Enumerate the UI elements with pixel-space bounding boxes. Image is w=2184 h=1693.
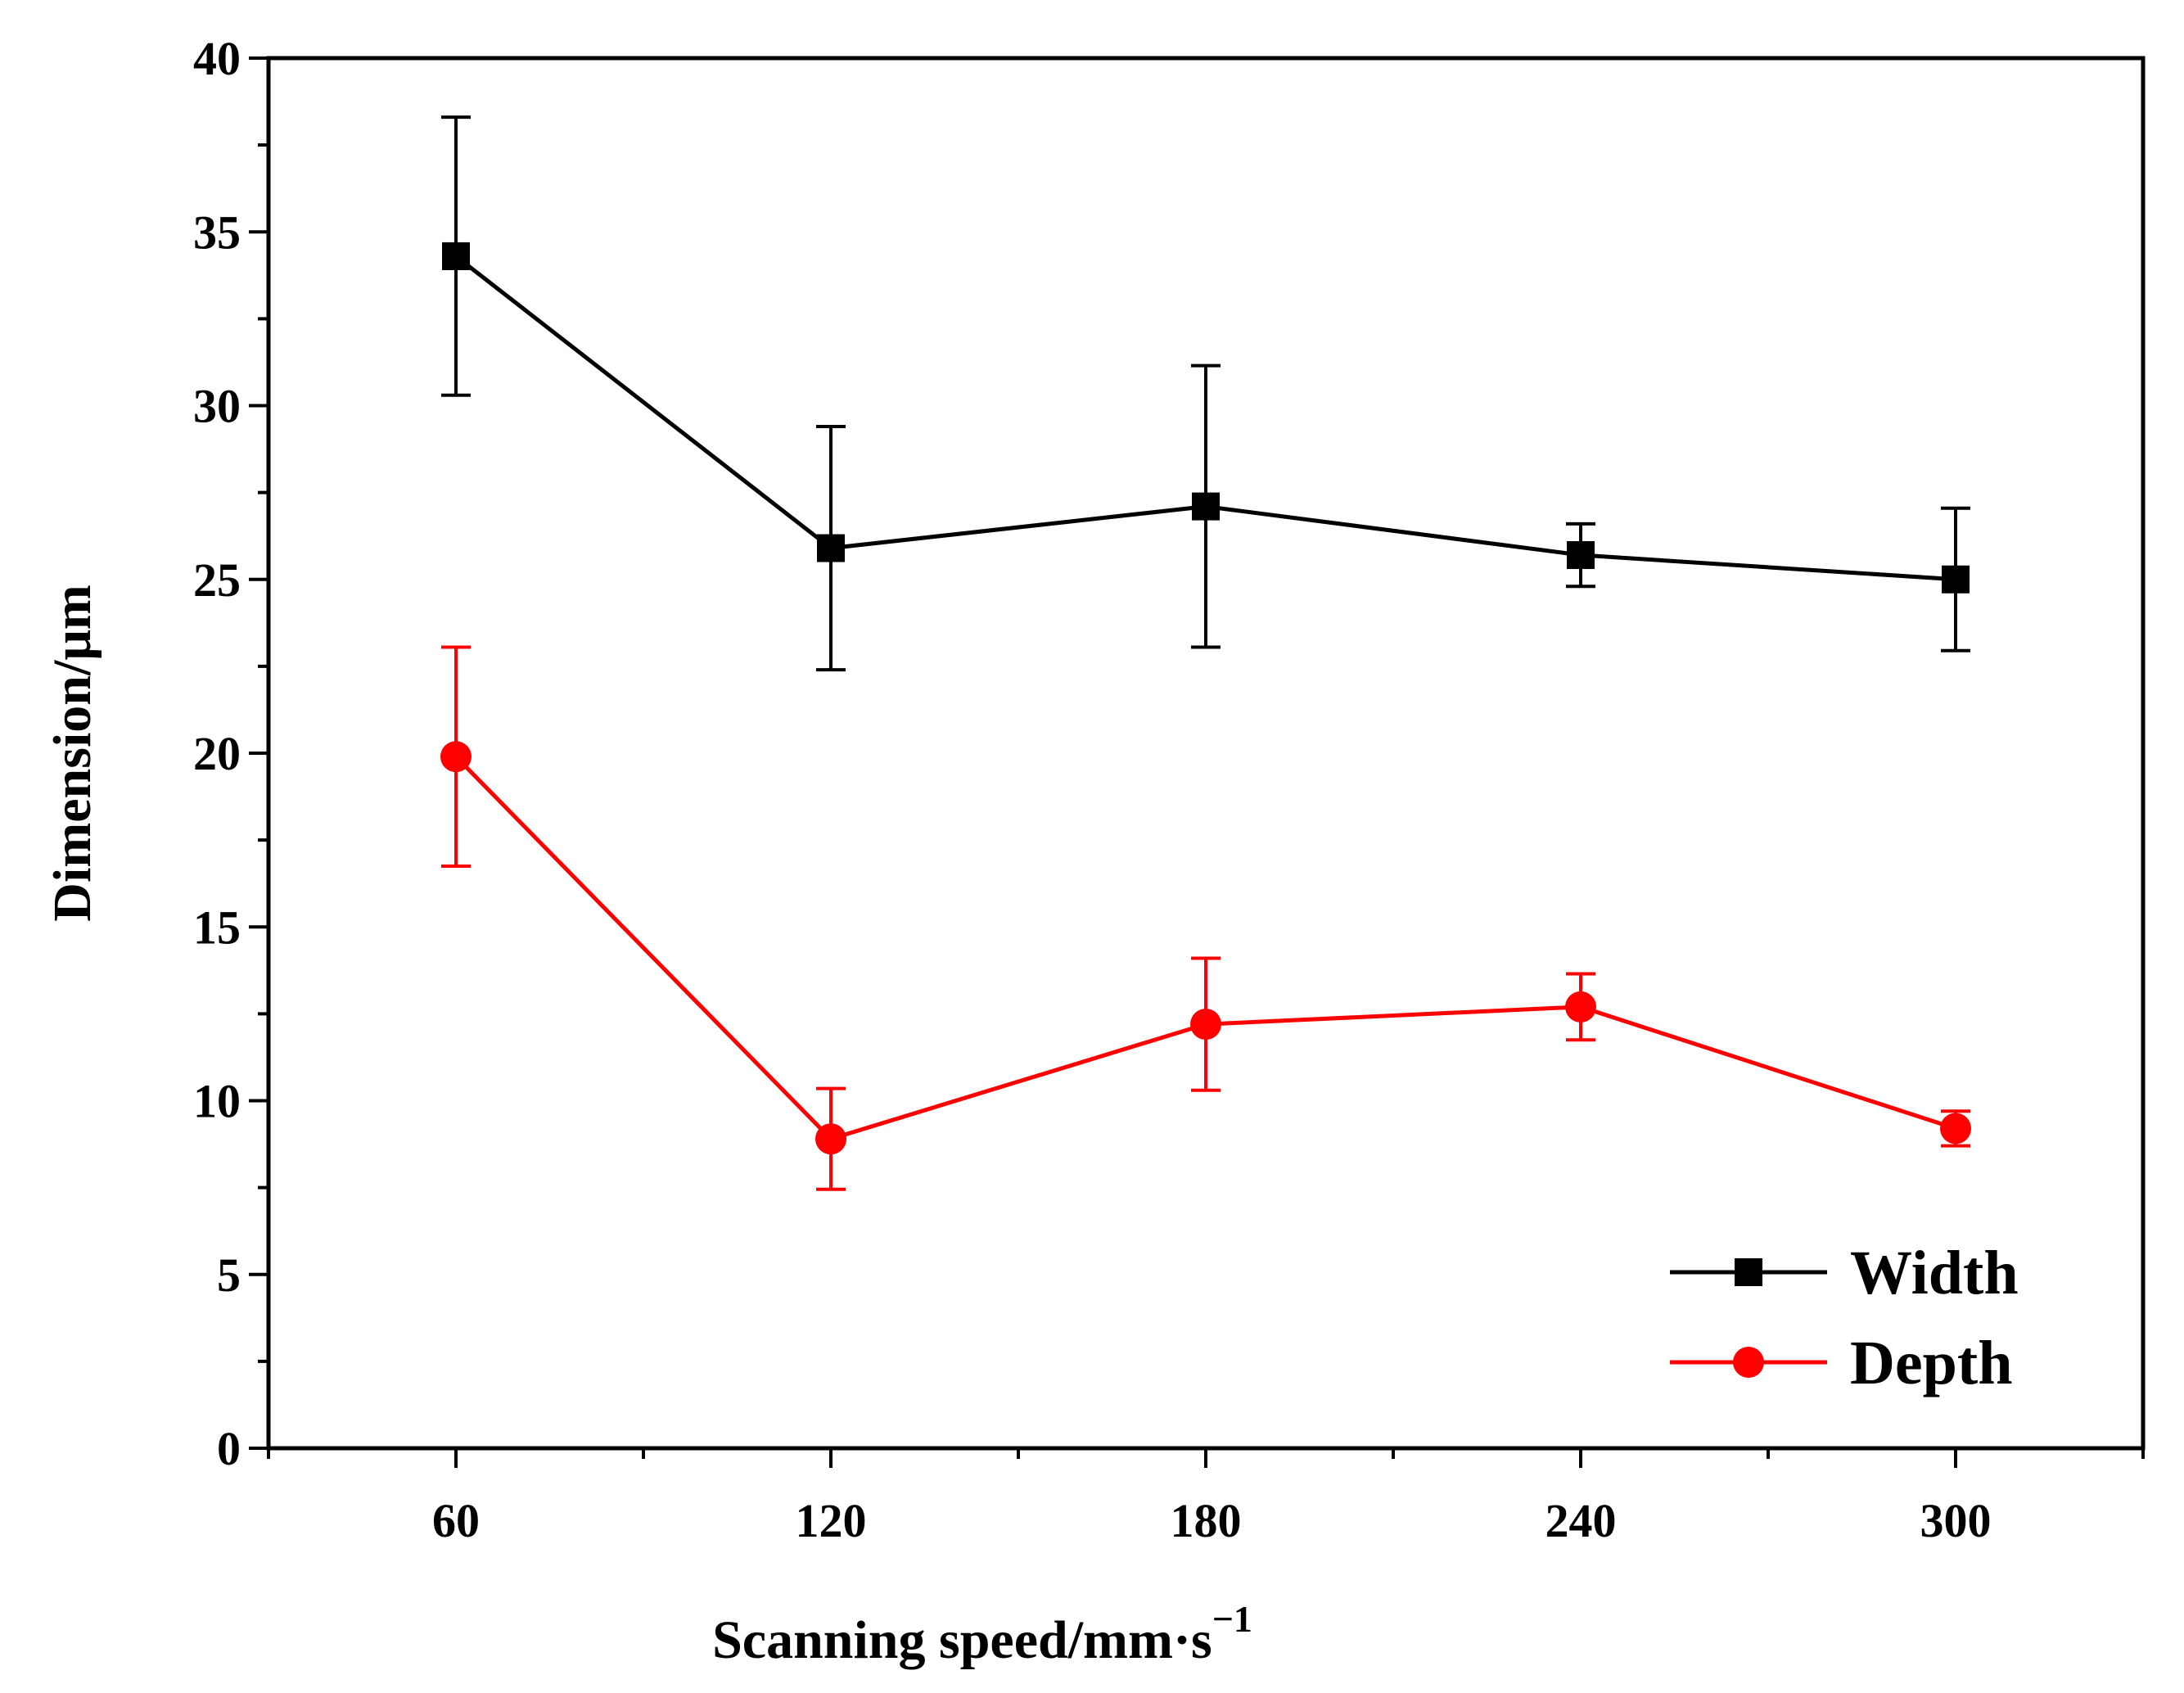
series-width — [441, 115, 1970, 672]
y-tick-label: 30 — [193, 380, 241, 433]
x-tick-label: 300 — [1920, 1494, 1992, 1547]
depth-point — [815, 1123, 846, 1155]
x-axis-title-main: Scanning speed/mm·s — [712, 1610, 1212, 1670]
legend: Width Depth — [1670, 1239, 2019, 1397]
x-tick-labels: 60 120 180 240 300 — [432, 1494, 1992, 1547]
y-tick-label: 10 — [193, 1075, 241, 1128]
y-tick-label: 15 — [193, 901, 241, 954]
width-point — [1192, 492, 1220, 521]
y-tick-labels: 0 5 10 15 20 25 30 35 40 — [193, 32, 241, 1475]
width-point — [1567, 541, 1595, 570]
depth-point — [1565, 991, 1596, 1023]
y-tick-label: 35 — [193, 205, 241, 259]
axis-ticks — [249, 56, 2145, 1468]
legend-depth-marker — [1733, 1347, 1764, 1378]
y-tick-label: 20 — [193, 727, 241, 780]
y-tick-label: 40 — [193, 32, 241, 85]
width-point — [1942, 565, 1970, 594]
y-tick-label: 5 — [217, 1248, 241, 1302]
legend-depth-label: Depth — [1850, 1329, 2012, 1397]
series-layer — [440, 115, 1971, 1191]
y-tick-label: 0 — [217, 1422, 241, 1475]
width-point — [442, 242, 470, 270]
depth-point — [440, 741, 472, 773]
y-axis-title: Dimension/μm — [43, 585, 102, 921]
legend-width-marker — [1735, 1258, 1762, 1286]
width-point — [817, 534, 845, 562]
legend-width-label: Width — [1850, 1239, 2019, 1307]
depth-point — [1940, 1113, 1971, 1144]
x-axis-title-superscript: −1 — [1212, 1598, 1252, 1640]
legend-item-width: Width — [1670, 1239, 2019, 1307]
x-tick-label: 180 — [1171, 1494, 1242, 1547]
y-tick-label: 25 — [193, 553, 241, 607]
series-depth — [440, 645, 1971, 1191]
depth-point — [1190, 1009, 1221, 1041]
legend-item-depth: Depth — [1670, 1329, 2012, 1397]
x-tick-label: 240 — [1545, 1494, 1617, 1547]
x-axis-title: Scanning speed/mm·s−1 — [712, 1598, 1252, 1670]
x-tick-label: 120 — [796, 1494, 867, 1547]
x-tick-label: 60 — [432, 1494, 480, 1547]
